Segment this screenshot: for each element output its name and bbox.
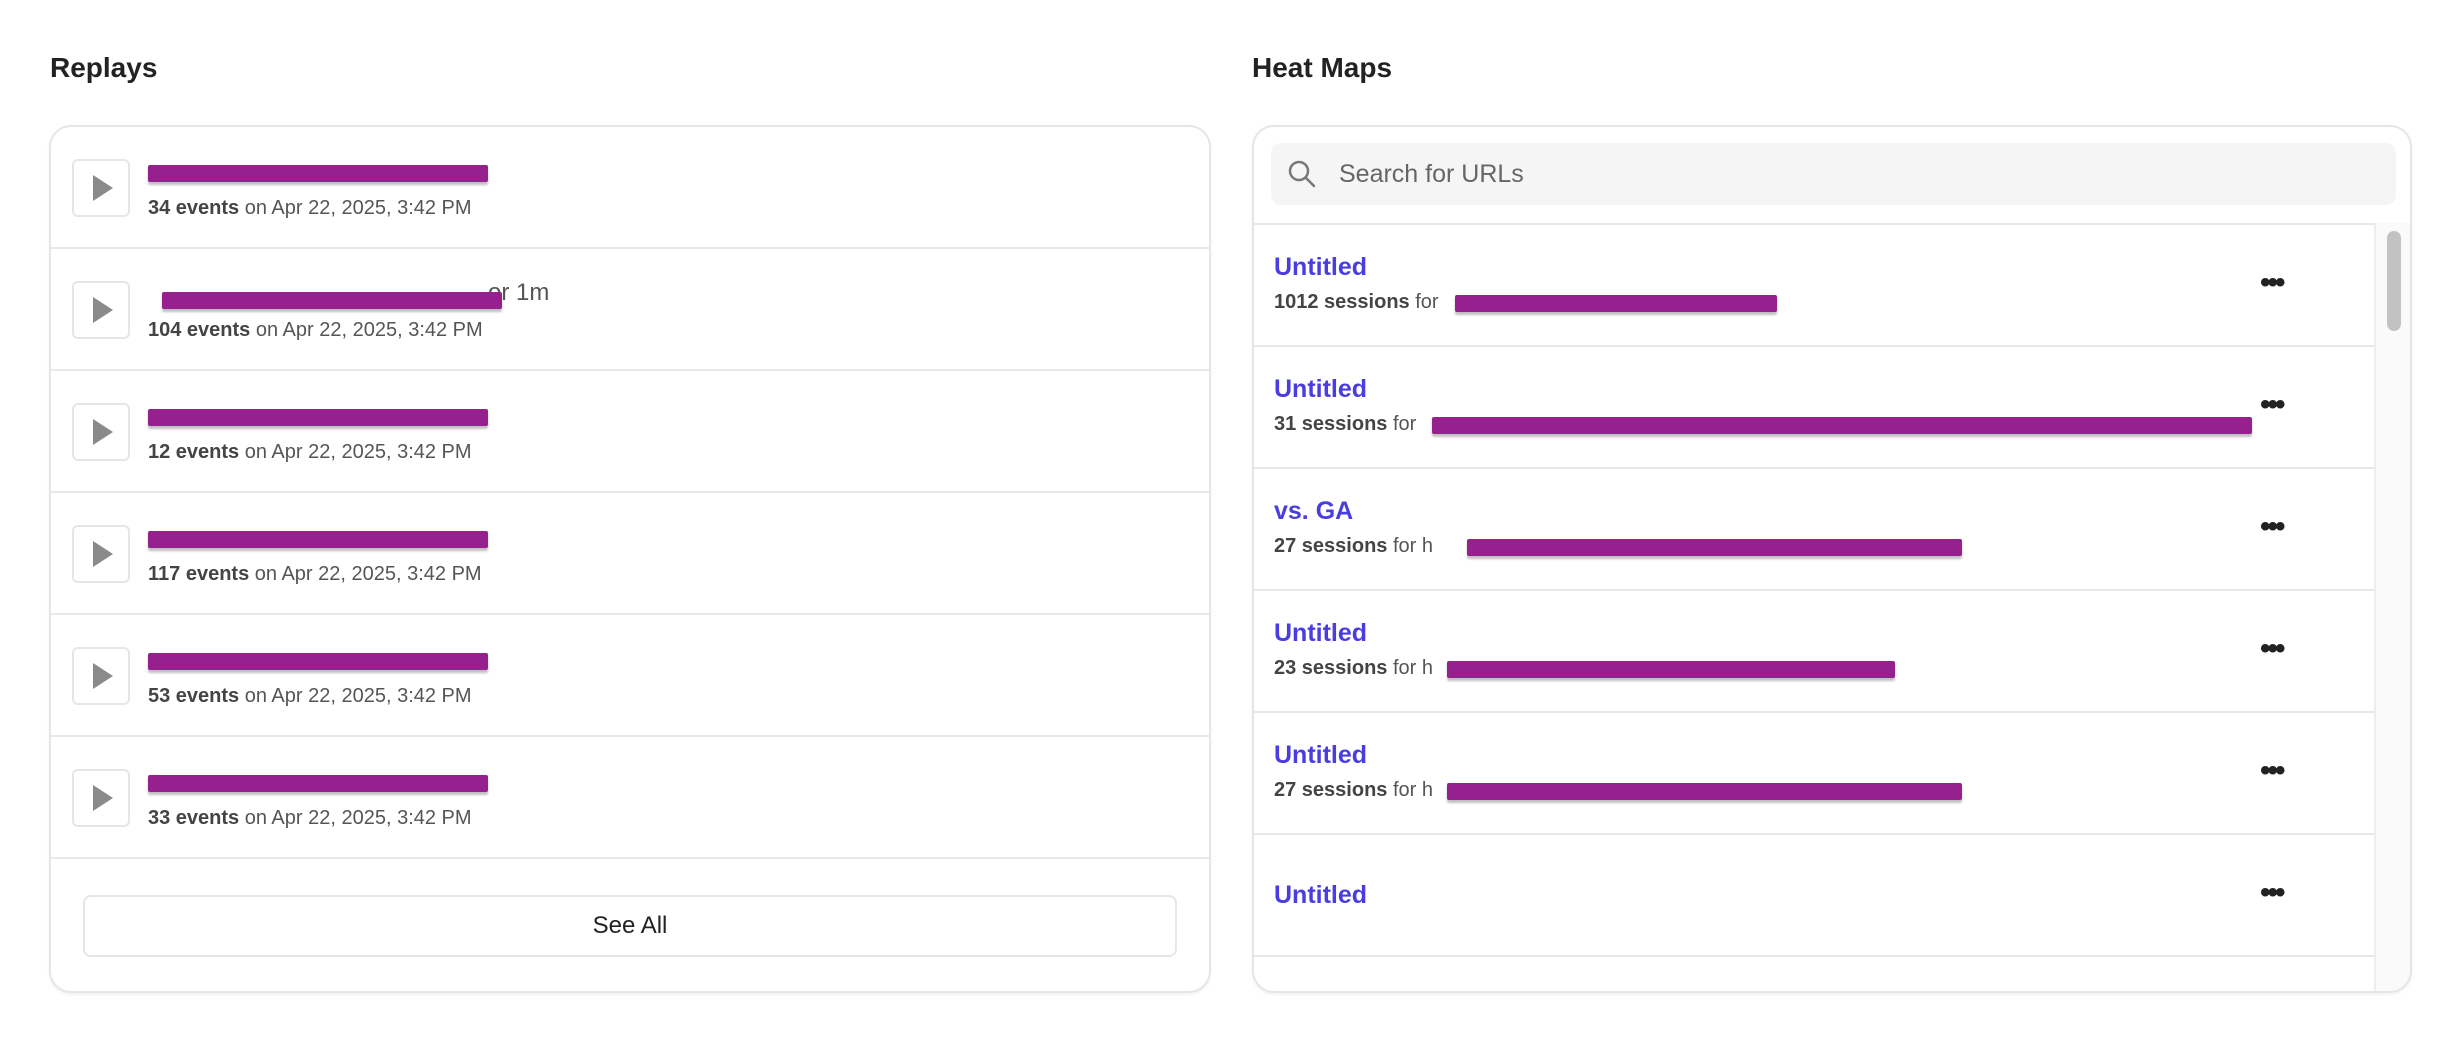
redaction-bar xyxy=(148,775,488,792)
heatmap-meta: 27 sessions for h xyxy=(1274,535,1434,557)
play-button[interactable] xyxy=(72,525,130,583)
heatmap-row[interactable]: Untitled 27 sessions for h ••• xyxy=(1254,713,2374,835)
heatmap-title[interactable]: Untitled xyxy=(1274,253,1368,281)
more-options-icon[interactable]: ••• xyxy=(2260,754,2285,787)
heatmaps-title: Heat Maps xyxy=(1252,52,1393,83)
replay-row[interactable]: or 1m 104 events on Apr 22, 2025, 3:42 P… xyxy=(51,249,1209,371)
play-button[interactable] xyxy=(72,647,130,705)
play-icon xyxy=(93,419,113,445)
replay-row[interactable]: 12 events on Apr 22, 2025, 3:42 PM xyxy=(51,371,1209,493)
replay-row[interactable]: 53 events on Apr 22, 2025, 3:42 PM xyxy=(51,615,1209,737)
heatmap-meta: 27 sessions for h xyxy=(1274,779,1434,801)
play-icon xyxy=(93,175,113,201)
redaction-bar xyxy=(148,165,488,182)
replay-meta: 33 events on Apr 22, 2025, 3:42 PM xyxy=(148,807,472,829)
redaction-bar xyxy=(1467,539,1962,556)
redaction-bar xyxy=(1447,661,1895,678)
redaction-bar xyxy=(1455,295,1777,312)
play-button[interactable] xyxy=(72,159,130,217)
heatmap-row[interactable]: Untitled 23 sessions for h ••• xyxy=(1254,591,2374,713)
replay-meta: 53 events on Apr 22, 2025, 3:42 PM xyxy=(148,685,472,707)
heatmap-meta: 31 sessions for xyxy=(1274,413,1417,435)
redaction-bar xyxy=(1432,417,2252,434)
redaction-bar xyxy=(1447,783,1962,800)
search-icon xyxy=(1288,160,1316,188)
search-input[interactable] xyxy=(1339,143,2379,205)
more-options-icon[interactable]: ••• xyxy=(2260,266,2285,299)
heatmap-row[interactable]: vs. GA 27 sessions for h ••• xyxy=(1254,469,2374,591)
replay-meta: 117 events on Apr 22, 2025, 3:42 PM xyxy=(148,563,482,585)
replay-row[interactable]: 33 events on Apr 22, 2025, 3:42 PM xyxy=(51,737,1209,859)
heatmaps-card: Untitled 1012 sessions for ••• Untitled 31 … xyxy=(1252,125,2412,993)
replay-row[interactable]: 117 events on Apr 22, 2025, 3:42 PM xyxy=(51,493,1209,615)
replay-meta: 34 events on Apr 22, 2025, 3:42 PM xyxy=(148,197,472,219)
heatmap-list: Untitled 1012 sessions for ••• Untitled 31 … xyxy=(1254,223,2374,991)
replay-meta: 12 events on Apr 22, 2025, 3:42 PM xyxy=(148,441,472,463)
heatmap-meta: 1012 sessions for xyxy=(1274,291,1439,313)
play-icon xyxy=(93,541,113,567)
scrollbar-thumb[interactable] xyxy=(2387,231,2401,331)
replay-meta: 104 events on Apr 22, 2025, 3:42 PM xyxy=(148,319,483,341)
scrollbar[interactable] xyxy=(2374,223,2410,991)
replay-row[interactable]: 34 events on Apr 22, 2025, 3:42 PM xyxy=(51,127,1209,249)
play-icon xyxy=(93,785,113,811)
heatmap-title[interactable]: Untitled xyxy=(1274,619,1368,647)
more-options-icon[interactable]: ••• xyxy=(2260,876,2285,909)
heatmap-row-partial[interactable] xyxy=(1254,957,2374,991)
heatmap-title[interactable]: Untitled xyxy=(1274,741,1368,769)
heatmap-row[interactable]: Untitled ••• xyxy=(1254,835,2374,957)
redaction-bar xyxy=(148,531,488,548)
heatmap-title[interactable]: Untitled xyxy=(1274,375,1368,403)
replays-title: Replays xyxy=(50,52,158,83)
redaction-bar xyxy=(148,409,488,426)
play-icon xyxy=(93,663,113,689)
heatmap-row[interactable]: Untitled 1012 sessions for ••• xyxy=(1254,225,2374,347)
heatmap-title[interactable]: vs. GA xyxy=(1274,497,1354,525)
more-options-icon[interactable]: ••• xyxy=(2260,388,2285,421)
url-search xyxy=(1271,143,2396,205)
play-button[interactable] xyxy=(72,281,130,339)
more-options-icon[interactable]: ••• xyxy=(2260,632,2285,665)
replays-card: 34 events on Apr 22, 2025, 3:42 PM or 1m… xyxy=(49,125,1211,993)
heatmap-meta: 23 sessions for h xyxy=(1274,657,1434,679)
redaction-bar xyxy=(148,653,488,670)
redaction-bar xyxy=(162,292,502,309)
more-options-icon[interactable]: ••• xyxy=(2260,510,2285,543)
play-button[interactable] xyxy=(72,403,130,461)
heatmap-title[interactable]: Untitled xyxy=(1274,881,1368,909)
see-all-button[interactable]: See All xyxy=(83,895,1177,957)
play-icon xyxy=(93,297,113,323)
play-button[interactable] xyxy=(72,769,130,827)
heatmap-row[interactable]: Untitled 31 sessions for ••• xyxy=(1254,347,2374,469)
